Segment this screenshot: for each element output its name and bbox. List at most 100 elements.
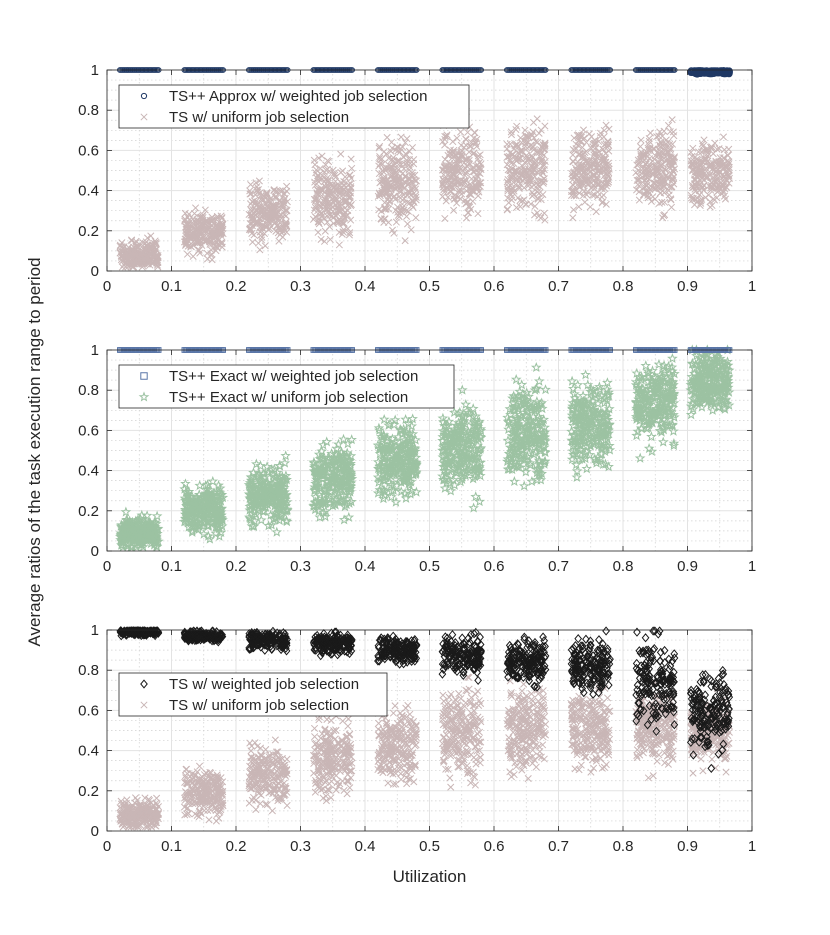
data-point <box>314 218 322 226</box>
data-point <box>508 196 516 204</box>
data-point <box>314 228 322 236</box>
data-point <box>208 217 216 225</box>
chart-panel-1: 0 0.1 0.2 0.3 0.4 0.5 0.6 0.7 0.8 0.9 100.20.40.60… <box>78 62 756 295</box>
data-point <box>273 187 282 195</box>
data-point <box>346 229 354 237</box>
data-point <box>334 217 342 225</box>
data-point <box>338 218 346 226</box>
data-point <box>151 250 159 258</box>
data-point <box>149 253 157 261</box>
x-tick-label: 0.3 <box>290 278 311 295</box>
data-point <box>255 177 263 185</box>
data-point <box>256 228 264 236</box>
data-point <box>314 186 322 194</box>
data-point <box>507 131 516 139</box>
data-point <box>257 192 265 200</box>
data-point <box>463 198 471 206</box>
data-point <box>124 262 133 270</box>
data-point <box>335 208 343 216</box>
data-point <box>316 187 324 195</box>
data-point <box>205 236 213 244</box>
data-point <box>212 215 220 223</box>
data-point <box>476 151 484 159</box>
data-point <box>318 152 326 160</box>
data-point <box>197 227 205 235</box>
data-point <box>381 215 389 223</box>
data-point <box>394 166 402 174</box>
data-point <box>449 165 457 173</box>
data-point <box>268 204 276 212</box>
data-point <box>405 188 413 196</box>
data-point <box>250 231 258 239</box>
data-point <box>116 242 124 250</box>
data-point <box>331 177 340 185</box>
data-point <box>383 133 391 142</box>
x-tick-label: 0.4 <box>355 278 376 295</box>
data-point <box>276 205 285 213</box>
data-point <box>393 143 401 151</box>
data-point <box>271 213 279 221</box>
data-point <box>442 161 450 169</box>
data-point <box>457 187 466 195</box>
data-point <box>409 197 418 205</box>
data-point <box>191 236 199 244</box>
data-point <box>401 237 409 245</box>
data-point <box>441 214 449 223</box>
data-point <box>467 186 475 194</box>
data-point <box>279 204 287 212</box>
data-point <box>276 187 284 195</box>
data-point <box>190 242 198 250</box>
data-point <box>441 155 449 164</box>
data-point <box>203 224 211 233</box>
data-point <box>335 206 343 214</box>
data-point <box>196 249 204 257</box>
data-point <box>403 199 412 207</box>
data-point <box>272 194 280 203</box>
data-point <box>403 135 411 143</box>
data-point <box>463 162 471 170</box>
data-point <box>385 178 393 187</box>
data-point <box>474 179 482 187</box>
data-point <box>267 223 275 231</box>
data-point <box>446 150 454 158</box>
data-point <box>254 239 262 247</box>
data-point <box>197 220 205 228</box>
data-point <box>348 164 356 172</box>
data-point <box>449 138 457 146</box>
data-point <box>404 180 412 188</box>
data-point <box>400 195 408 203</box>
data-point <box>326 187 334 196</box>
data-point <box>378 155 386 163</box>
data-point <box>472 138 480 146</box>
data-point <box>335 241 343 249</box>
data-point <box>182 240 190 248</box>
data-point <box>453 134 461 142</box>
data-point <box>394 175 403 183</box>
data-point <box>462 214 471 222</box>
data-point <box>457 148 465 156</box>
data-point <box>439 193 447 201</box>
data-point <box>390 229 398 237</box>
data-point <box>183 250 192 258</box>
data-point <box>201 238 209 246</box>
data-point <box>380 168 388 176</box>
data-point <box>260 192 268 200</box>
data-point <box>273 221 281 229</box>
data-point <box>203 237 211 245</box>
data-point <box>472 175 480 183</box>
data-point <box>325 223 334 231</box>
x-tick-label: 0 <box>103 278 111 295</box>
data-point <box>326 235 334 244</box>
data-point <box>275 215 283 223</box>
data-point <box>344 225 352 233</box>
data-point <box>246 220 254 228</box>
data-point <box>384 192 392 200</box>
data-point <box>277 214 286 222</box>
data-point <box>391 185 399 193</box>
data-points <box>116 67 733 271</box>
data-point <box>339 167 347 175</box>
data-point <box>326 193 334 201</box>
data-point <box>398 182 406 190</box>
data-point <box>456 195 464 203</box>
